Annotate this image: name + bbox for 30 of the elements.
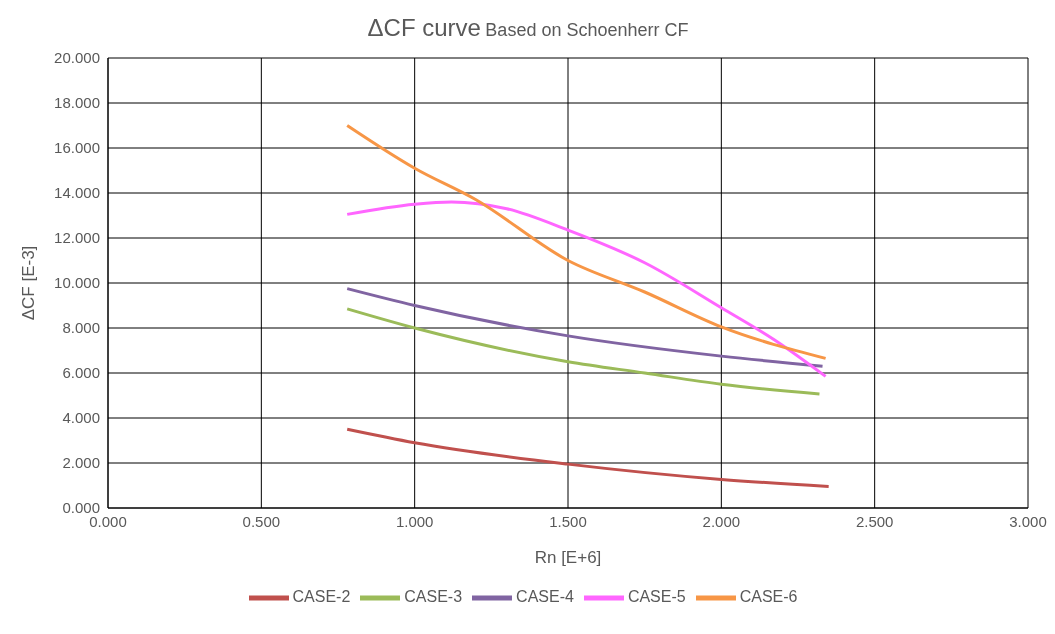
legend-label: CASE-6 <box>739 588 798 606</box>
x-tick-label: 0.500 <box>242 512 281 530</box>
x-tick-label: 1.000 <box>395 512 434 530</box>
x-tick-label: 2.000 <box>702 512 741 530</box>
y-tick-label: 2.000 <box>62 454 100 472</box>
chart-title: ΔCF curve <box>367 14 481 41</box>
y-tick-label: 16.000 <box>54 139 100 157</box>
legend-label: CASE-2 <box>292 588 351 606</box>
x-tick-label: 3.000 <box>1009 512 1047 530</box>
legend-label: CASE-5 <box>627 588 686 606</box>
y-tick-label: 4.000 <box>62 409 100 427</box>
line-series <box>345 307 821 396</box>
y-tick-label: 20.000 <box>54 49 100 67</box>
line-series <box>345 287 825 368</box>
y-tick-label: 6.000 <box>62 364 100 382</box>
legend-label: CASE-4 <box>516 588 574 606</box>
y-tick-label: 8.000 <box>62 319 100 337</box>
legend-label: CASE-3 <box>404 588 463 606</box>
y-axis-title: ΔCF [E-3] <box>19 245 39 321</box>
chart-subtitle: Based on Schoenherr CF <box>485 20 689 40</box>
x-axis-title: Rn [E+6] <box>534 548 602 567</box>
y-tick-label: 18.000 <box>54 94 100 112</box>
y-tick-label: 12.000 <box>54 229 100 247</box>
y-tick-label: 10.000 <box>54 274 100 292</box>
line-series <box>345 427 831 488</box>
x-tick-label: 1.500 <box>549 512 587 530</box>
y-tick-label: 14.000 <box>54 184 100 202</box>
line-series <box>345 124 828 360</box>
x-tick-label: 2.500 <box>855 512 894 530</box>
line-series <box>345 200 828 378</box>
